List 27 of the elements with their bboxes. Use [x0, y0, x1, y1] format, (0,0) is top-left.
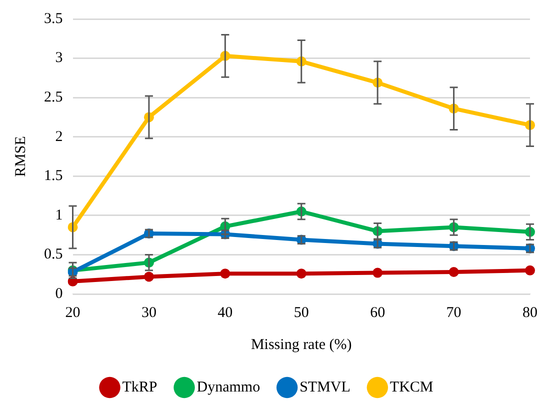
y-tick-label: 3 [55, 50, 63, 66]
x-tick-label: 50 [294, 304, 309, 321]
x-tick-label: 30 [141, 304, 156, 321]
x-tick-label: 20 [65, 304, 80, 321]
legend-label: TKCM [390, 379, 434, 396]
x-tick-label: 80 [522, 304, 538, 321]
point [220, 268, 230, 279]
x-tick-label: 40 [218, 304, 233, 321]
y-tick-label: 0 [55, 286, 63, 302]
y-tick-label: 2 [55, 128, 63, 145]
point [296, 268, 306, 279]
y-tick-label: 3.5 [44, 10, 63, 27]
legend-label: Dynammo [196, 379, 260, 396]
point [448, 267, 459, 277]
x-tick-label: 70 [446, 304, 462, 321]
point [525, 265, 535, 276]
legend-label: TkRP [122, 379, 158, 396]
point [144, 272, 154, 282]
point [372, 268, 383, 278]
x-axis-title: Missing rate (%) [250, 336, 352, 353]
y-tick-label: 1 [55, 207, 63, 224]
y-tick-label: 1.5 [44, 168, 63, 184]
x-tick-label: 60 [370, 304, 386, 321]
y-axis-title: RMSE [12, 136, 29, 177]
legend-label: STMVL [300, 379, 350, 396]
y-tick-label: 2.5 [44, 90, 63, 106]
y-tick-label: 0.5 [44, 246, 63, 263]
